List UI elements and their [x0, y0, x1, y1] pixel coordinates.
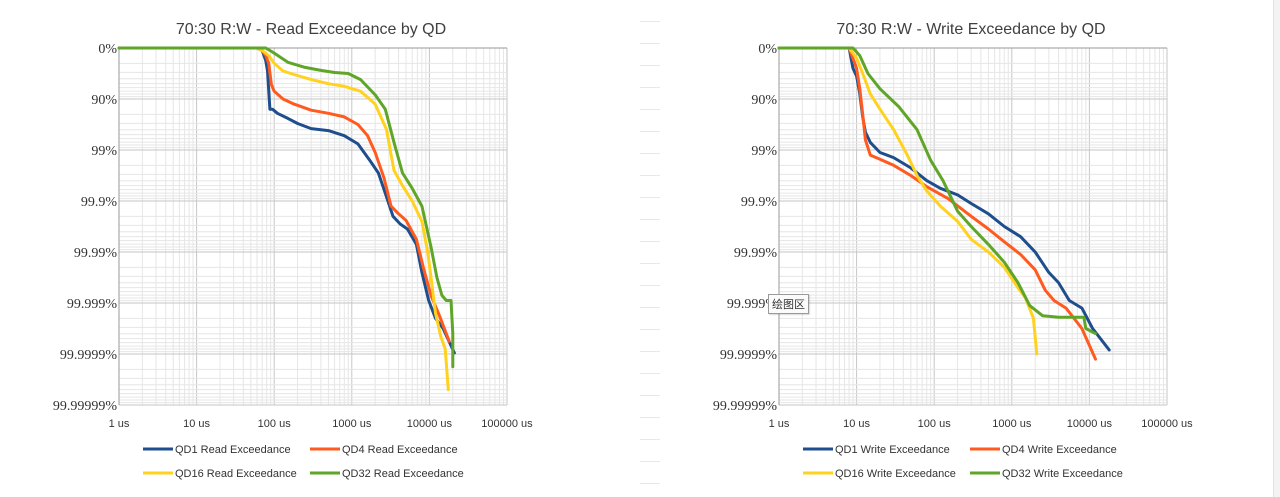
x-tick-label: 1000 us [332, 418, 372, 430]
y-tick-label: 99.99% [74, 246, 118, 261]
y-tick-label: 99.9999% [60, 348, 118, 363]
read-exceedance-chart[interactable]: 70:30 R:W - Read Exceedance by QD 0% 90% 9… [0, 0, 640, 497]
x-tick-label: 10000 us [1067, 418, 1113, 430]
legend-label: QD32 Read Exceedance [342, 468, 464, 480]
y-tick-label: 99.9% [741, 195, 778, 210]
series-line-qd1[interactable] [117, 46, 456, 355]
legend-entry[interactable]: QD16 Read Exceedance [143, 468, 297, 480]
spreadsheet-gridlines [640, 0, 660, 497]
legend-label: QD4 Write Exceedance [1002, 444, 1117, 456]
legend-entry[interactable]: QD32 Read Exceedance [310, 468, 464, 480]
x-tick-label: 10 us [843, 418, 870, 430]
legend-label: QD16 Write Exceedance [835, 468, 956, 480]
read-exceedance-chart-panel[interactable]: 70:30 R:W - Read Exceedance by QD 0% 90% 9… [0, 0, 640, 497]
x-tick-label: 100000 us [481, 418, 533, 430]
y-tick-label: 99.9999% [720, 348, 778, 363]
x-tick-label: 100000 us [1141, 418, 1193, 430]
y-tick-label: 99% [751, 144, 777, 159]
series-line-qd32[interactable] [777, 46, 1097, 336]
series-line-qd4[interactable] [117, 46, 451, 343]
y-tick-label: 90% [751, 93, 777, 108]
series-line-qd32[interactable] [117, 46, 455, 369]
series-line-qd4[interactable] [777, 46, 1097, 361]
y-tick-label: 0% [98, 42, 117, 57]
legend-entry[interactable]: QD4 Read Exceedance [310, 444, 458, 456]
x-tick-label: 10 us [183, 418, 210, 430]
x-tick-label: 10000 us [407, 418, 453, 430]
y-tick-label: 99.9% [81, 195, 118, 210]
write-exceedance-chart-panel[interactable]: 70:30 R:W - Write Exceedance by QD 0% 90%… [660, 0, 1280, 497]
legend-entry[interactable]: QD1 Read Exceedance [143, 444, 291, 456]
y-tick-label: 99.99% [734, 246, 778, 261]
series-line-qd16[interactable] [777, 46, 1039, 356]
y-tick-label: 99.99999% [713, 399, 778, 414]
chart-title: 70:30 R:W - Write Exceedance by QD [836, 21, 1105, 38]
y-tick-label: 99.999% [727, 297, 778, 312]
x-tick-label: 100 us [258, 418, 292, 430]
legend-label: QD1 Write Exceedance [835, 444, 950, 456]
legend-entry[interactable]: QD32 Write Exceedance [970, 468, 1123, 480]
x-tick-label: 1 us [769, 418, 790, 430]
y-tick-label: 99.99999% [53, 399, 118, 414]
y-tick-label: 0% [758, 42, 777, 57]
x-tick-label: 100 us [918, 418, 952, 430]
x-tick-label: 1 us [109, 418, 130, 430]
x-tick-label: 1000 us [992, 418, 1032, 430]
legend-label: QD1 Read Exceedance [175, 444, 291, 456]
y-tick-label: 99.999% [67, 297, 118, 312]
y-tick-label: 90% [91, 93, 117, 108]
plot-area[interactable] [119, 48, 507, 405]
chart-title: 70:30 R:W - Read Exceedance by QD [176, 21, 446, 38]
legend-entry[interactable]: QD16 Write Exceedance [803, 468, 956, 480]
write-exceedance-chart[interactable]: 70:30 R:W - Write Exceedance by QD 0% 90%… [660, 0, 1280, 497]
plot-area-tooltip: 绘图区 [768, 294, 809, 314]
legend-label: QD16 Read Exceedance [175, 468, 297, 480]
series-line-qd16[interactable] [117, 46, 450, 392]
spreadsheet-edge [1273, 0, 1280, 497]
legend-label: QD4 Read Exceedance [342, 444, 458, 456]
legend-entry[interactable]: QD1 Write Exceedance [803, 444, 950, 456]
legend-entry[interactable]: QD4 Write Exceedance [970, 444, 1117, 456]
legend-label: QD32 Write Exceedance [1002, 468, 1123, 480]
y-tick-label: 99% [91, 144, 117, 159]
